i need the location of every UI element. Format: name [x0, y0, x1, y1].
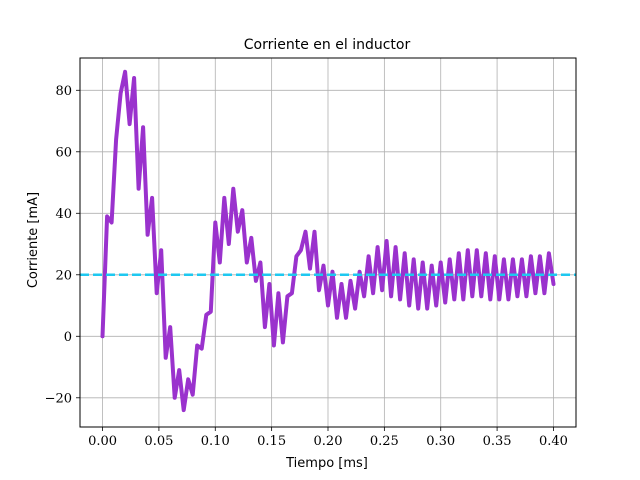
series-layer: [80, 69, 576, 413]
y-tick-label: 0: [64, 330, 72, 345]
x-tick-label: 0.10: [201, 434, 230, 449]
x-tick-label: 0.25: [370, 434, 399, 449]
y-tick-label: −20: [45, 391, 72, 406]
x-tick-label: 0.40: [539, 434, 568, 449]
x-tick-label: 0.35: [483, 434, 512, 449]
y-tick-label: 40: [55, 207, 72, 222]
x-tick-label: 0.30: [426, 434, 455, 449]
y-tick-label: 20: [55, 268, 72, 283]
x-tick-label: 0.05: [144, 434, 173, 449]
x-tick-label: 0.15: [257, 434, 286, 449]
current-series-line: [100, 69, 556, 413]
y-tick-label: 60: [55, 145, 72, 160]
chart-title: Corriente en el inductor: [244, 37, 411, 53]
x-axis-label: Tiempo [ms]: [285, 456, 368, 471]
y-axis-label: Corriente [mA]: [26, 192, 41, 288]
x-tick-label: 0.00: [88, 434, 117, 449]
x-tick-label: 0.20: [314, 434, 343, 449]
ticks: 0.00 0.05 0.10 0.15 0.20 0.25 0.30 0.35 0.40 −20 0…: [45, 84, 568, 449]
y-tick-label: 80: [55, 84, 72, 99]
